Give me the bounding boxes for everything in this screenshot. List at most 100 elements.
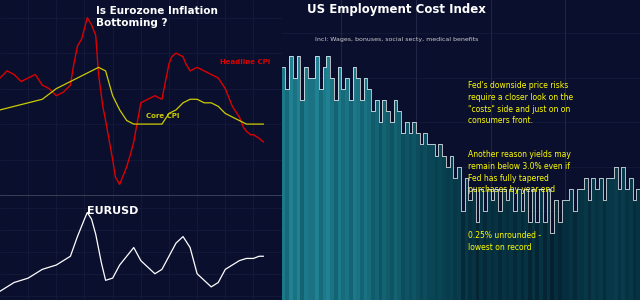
- Bar: [424, 133, 428, 300]
- Bar: [435, 156, 438, 300]
- Bar: [341, 89, 345, 300]
- Bar: [580, 189, 584, 300]
- Text: Another reason yields may
remain below 3.0% even if
Fed has fully tapered
purcha: Another reason yields may remain below 3…: [468, 150, 571, 194]
- Bar: [282, 67, 285, 300]
- Bar: [573, 211, 577, 300]
- Text: US Employment Cost Index: US Employment Cost Index: [307, 3, 486, 16]
- Bar: [360, 100, 364, 300]
- Bar: [353, 67, 356, 300]
- Bar: [565, 200, 569, 300]
- Bar: [308, 78, 312, 300]
- Bar: [513, 211, 517, 300]
- Bar: [364, 78, 367, 300]
- Bar: [293, 78, 296, 300]
- Bar: [375, 100, 379, 300]
- Bar: [330, 78, 334, 300]
- Bar: [468, 200, 472, 300]
- Bar: [349, 100, 353, 300]
- Bar: [554, 200, 558, 300]
- Bar: [506, 200, 509, 300]
- Bar: [438, 144, 442, 300]
- Bar: [401, 133, 405, 300]
- Bar: [316, 56, 319, 300]
- Bar: [397, 111, 401, 300]
- Text: Incl: Wages, bonuses, social secty, medical benefits: Incl: Wages, bonuses, social secty, medi…: [315, 38, 478, 43]
- FancyBboxPatch shape: [282, 251, 332, 261]
- Bar: [625, 189, 628, 300]
- Bar: [584, 178, 588, 300]
- Bar: [509, 189, 513, 300]
- Bar: [517, 189, 520, 300]
- Bar: [326, 56, 330, 300]
- Bar: [536, 222, 540, 300]
- Bar: [394, 100, 397, 300]
- Bar: [304, 67, 308, 300]
- Text: Fed's downside price risks
require a closer look on the
"costs" side and just on: Fed's downside price risks require a clo…: [468, 81, 573, 125]
- Bar: [528, 222, 532, 300]
- Bar: [494, 189, 498, 300]
- Bar: [472, 189, 476, 300]
- Bar: [319, 89, 323, 300]
- Bar: [383, 100, 386, 300]
- Bar: [483, 211, 487, 300]
- Text: Headline CPI: Headline CPI: [220, 58, 270, 64]
- Bar: [520, 211, 524, 300]
- FancyBboxPatch shape: [282, 130, 316, 143]
- Bar: [345, 78, 349, 300]
- Bar: [412, 122, 416, 300]
- Bar: [390, 122, 394, 300]
- Bar: [628, 178, 632, 300]
- Bar: [379, 122, 383, 300]
- Bar: [599, 178, 603, 300]
- Bar: [618, 189, 621, 300]
- Bar: [524, 189, 528, 300]
- Bar: [532, 189, 536, 300]
- Bar: [562, 200, 565, 300]
- Bar: [312, 78, 316, 300]
- Bar: [386, 111, 390, 300]
- Bar: [457, 167, 461, 300]
- Bar: [371, 111, 375, 300]
- Bar: [442, 156, 446, 300]
- Bar: [405, 122, 408, 300]
- Bar: [367, 89, 371, 300]
- Bar: [356, 78, 360, 300]
- Bar: [487, 189, 491, 300]
- Bar: [450, 156, 453, 300]
- Bar: [491, 200, 495, 300]
- Bar: [569, 189, 573, 300]
- Bar: [610, 178, 614, 300]
- Bar: [588, 200, 591, 300]
- Bar: [607, 178, 610, 300]
- Bar: [547, 189, 550, 300]
- Bar: [479, 189, 483, 300]
- Bar: [446, 167, 450, 300]
- Bar: [636, 189, 640, 300]
- Bar: [408, 133, 412, 300]
- Bar: [621, 167, 625, 300]
- Bar: [591, 178, 595, 300]
- Bar: [558, 222, 562, 300]
- Bar: [300, 100, 304, 300]
- Bar: [476, 222, 479, 300]
- Bar: [420, 144, 424, 300]
- Text: Core CPI: Core CPI: [147, 113, 180, 119]
- Text: Is Eurozone Inflation
Bottoming ?: Is Eurozone Inflation Bottoming ?: [96, 6, 218, 28]
- Bar: [453, 178, 457, 300]
- Bar: [577, 189, 580, 300]
- Bar: [296, 56, 300, 300]
- FancyBboxPatch shape: [282, 119, 316, 133]
- Bar: [465, 178, 468, 300]
- Text: 0.7: 0.7: [293, 132, 304, 137]
- Text: 1.3864: 1.3864: [296, 252, 317, 257]
- Text: 0.25% unrounded -
lowest on record: 0.25% unrounded - lowest on record: [468, 231, 541, 252]
- Bar: [502, 189, 506, 300]
- Bar: [550, 233, 554, 300]
- Bar: [416, 133, 420, 300]
- Bar: [543, 222, 547, 300]
- Bar: [323, 67, 326, 300]
- Bar: [632, 200, 636, 300]
- Bar: [614, 167, 618, 300]
- Bar: [289, 56, 293, 300]
- Bar: [603, 200, 607, 300]
